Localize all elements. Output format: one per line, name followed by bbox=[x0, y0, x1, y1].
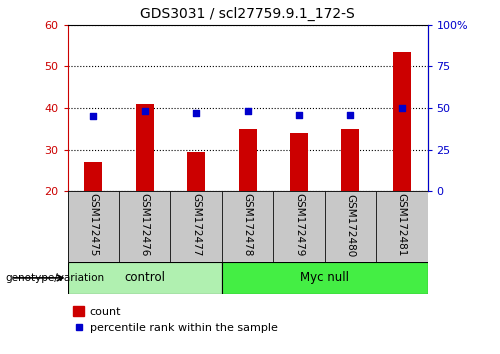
FancyBboxPatch shape bbox=[324, 191, 376, 262]
Bar bbox=[238, 129, 256, 191]
FancyBboxPatch shape bbox=[170, 191, 222, 262]
FancyBboxPatch shape bbox=[222, 262, 428, 294]
Bar bbox=[136, 104, 154, 191]
FancyBboxPatch shape bbox=[68, 262, 222, 294]
Bar bbox=[84, 162, 102, 191]
FancyBboxPatch shape bbox=[222, 191, 273, 262]
Text: GSM172480: GSM172480 bbox=[346, 194, 356, 257]
Point bbox=[398, 105, 406, 111]
Point bbox=[346, 112, 354, 118]
Title: GDS3031 / scl27759.9.1_172-S: GDS3031 / scl27759.9.1_172-S bbox=[140, 7, 355, 21]
Text: GSM172478: GSM172478 bbox=[242, 193, 252, 257]
Bar bbox=[290, 133, 308, 191]
Point bbox=[244, 108, 252, 114]
FancyBboxPatch shape bbox=[376, 191, 428, 262]
Point bbox=[140, 108, 148, 114]
Text: genotype/variation: genotype/variation bbox=[5, 273, 104, 283]
Text: control: control bbox=[124, 272, 165, 284]
Point bbox=[295, 112, 303, 118]
Bar bbox=[393, 52, 411, 191]
Text: GSM172475: GSM172475 bbox=[88, 193, 98, 257]
Bar bbox=[342, 129, 359, 191]
Text: GSM172477: GSM172477 bbox=[191, 193, 201, 257]
FancyBboxPatch shape bbox=[119, 191, 171, 262]
Point bbox=[89, 113, 97, 119]
Text: GSM172476: GSM172476 bbox=[140, 193, 149, 257]
Bar bbox=[187, 152, 205, 191]
Point bbox=[192, 110, 200, 116]
FancyBboxPatch shape bbox=[68, 191, 119, 262]
Text: Myc null: Myc null bbox=[300, 272, 349, 284]
Text: GSM172481: GSM172481 bbox=[397, 193, 407, 257]
Text: GSM172479: GSM172479 bbox=[294, 193, 304, 257]
FancyBboxPatch shape bbox=[273, 191, 324, 262]
Legend: count, percentile rank within the sample: count, percentile rank within the sample bbox=[73, 307, 278, 333]
